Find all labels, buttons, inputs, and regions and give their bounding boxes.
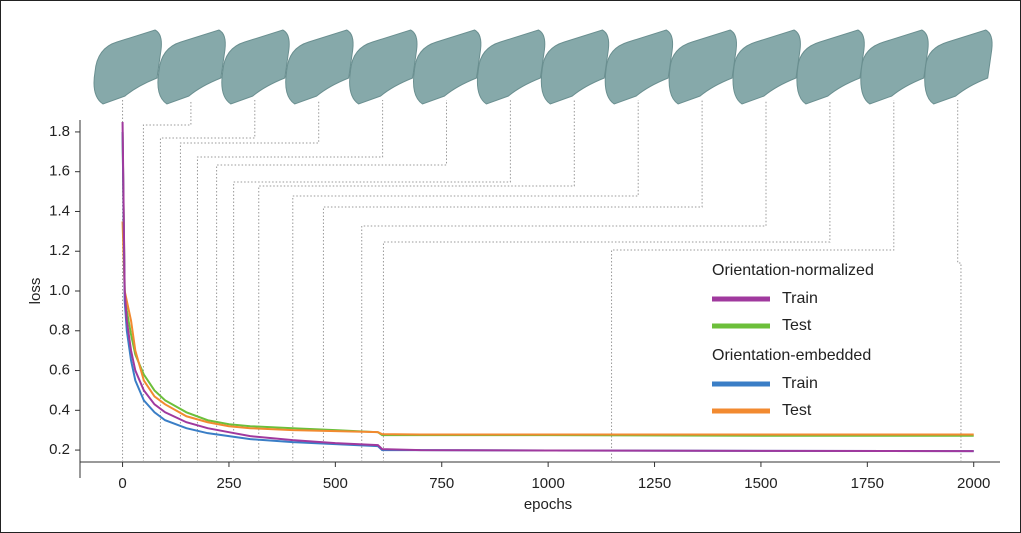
legend-label: Train — [782, 290, 818, 307]
y-tick-label: 0.6 — [49, 362, 70, 379]
chart: loss epochs 0.2 0.4 0.6 0.8 1.0 1.2 1.4 1.6 1.8 0… — [0, 0, 1021, 533]
x-tick-label: 250 — [216, 475, 241, 492]
legend-label: Test — [782, 402, 812, 419]
legend-label: Test — [782, 317, 812, 334]
y-tick-label: 0.8 — [49, 322, 70, 339]
x-tick-label: 1500 — [744, 475, 777, 492]
y-axis-label: loss — [27, 278, 44, 305]
legend-group-title: Orientation-embedded — [712, 347, 871, 364]
legend-group-title: Orientation-normalized — [712, 262, 874, 279]
y-tick-label: 0.4 — [49, 401, 70, 418]
page: {"chart_data": { "type": "line", "xlabel… — [0, 0, 1021, 533]
legend-label: Train — [782, 375, 818, 392]
x-axis-label: epochs — [524, 496, 572, 513]
x-tick-label: 1000 — [531, 475, 564, 492]
x-tick-label: 500 — [323, 475, 348, 492]
y-tick-label: 1.0 — [49, 282, 70, 299]
x-tick-label: 1250 — [638, 475, 671, 492]
y-tick-label: 1.6 — [49, 163, 70, 180]
y-tick-label: 1.8 — [49, 123, 70, 140]
y-tick-label: 0.2 — [49, 441, 70, 458]
x-tick-label: 0 — [118, 475, 126, 492]
x-tick-label: 750 — [429, 475, 454, 492]
x-tick-label: 2000 — [957, 475, 990, 492]
x-tick-label: 1750 — [851, 475, 884, 492]
y-tick-label: 1.2 — [49, 242, 70, 259]
y-tick-label: 1.4 — [49, 202, 70, 219]
